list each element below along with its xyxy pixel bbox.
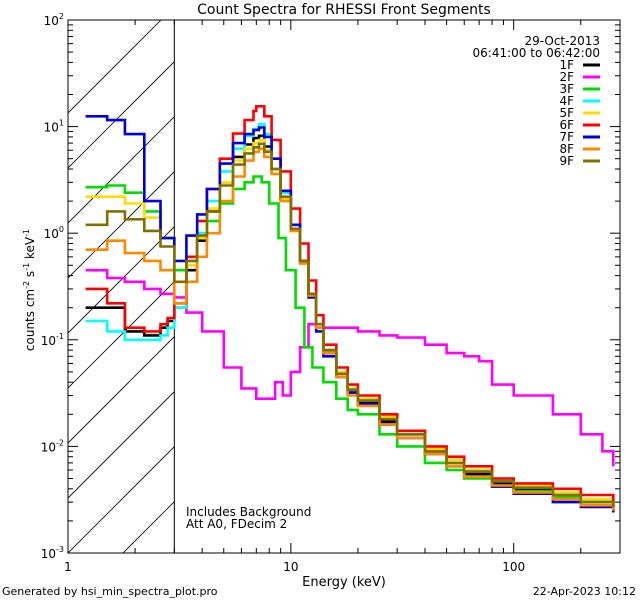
series-layer [85, 105, 615, 513]
x-tick-label: 10 [283, 560, 298, 574]
legend-label-3F: 3F [559, 82, 574, 96]
y-tick-label: 10-1 [41, 332, 64, 348]
hatch-line [68, 20, 162, 114]
y-axis-label: counts cm-2 s-1 keV-1 [22, 229, 37, 351]
y-axis-label-exp1: -2 [22, 281, 31, 289]
plot-frame [67, 19, 621, 554]
legend-label-2F: 2F [559, 70, 574, 84]
y-axis-label-base: counts cm [23, 289, 37, 351]
annotation-line-2: Att A0, FDecim 2 [186, 517, 287, 531]
series-line-8F [85, 147, 615, 511]
y-tick-label: 101 [44, 119, 64, 135]
legend-label-9F: 9F [559, 154, 574, 168]
y-axis-label-exp3: -1 [22, 229, 31, 237]
y-axis-label-kev: keV [23, 236, 37, 263]
y-tick-label: 10-2 [41, 438, 64, 454]
x-axis-label: Energy (keV) [302, 575, 386, 590]
x-tick-label: 1 [64, 560, 72, 574]
series-line-9F [85, 142, 615, 507]
legend-label-5F: 5F [559, 106, 574, 120]
legend-label-1F: 1F [559, 58, 574, 72]
footer-timestamp: 22-Apr-2023 10:12 [533, 585, 636, 598]
legend-label-4F: 4F [559, 94, 574, 108]
series-line-2F [85, 268, 615, 467]
legend-label-8F: 8F [559, 142, 574, 156]
y-tick-label: 10-3 [41, 545, 64, 561]
footer-generated-by: Generated by hsi_min_spectra_plot.pro [2, 585, 218, 598]
chart-title: Count Spectra for RHESSI Front Segments [197, 2, 491, 18]
hatched-low-energy-region [68, 20, 175, 553]
date-label: 29-Oct-2013 [524, 34, 600, 48]
y-axis-label-exp2: -1 [22, 263, 31, 271]
series-line-6F [85, 105, 615, 503]
y-tick-label: 102 [44, 12, 64, 28]
x-axis-ticks: 1 10 100 [64, 20, 621, 574]
hatch-line [68, 391, 175, 499]
hatch-line [68, 171, 175, 279]
y-tick-label: 100 [44, 225, 64, 241]
time-range-label: 06:41:00 to 06:42:00 [473, 46, 600, 60]
legend-label-7F: 7F [559, 130, 574, 144]
y-axis-label-s: s [23, 271, 37, 281]
x-tick-label: 100 [502, 560, 525, 574]
y-axis-ticks: 10-3 10-2 10-1 100 101 102 [41, 12, 620, 561]
annotation-line-1: Includes Background [186, 505, 311, 519]
legend-label-6F: 6F [559, 118, 574, 132]
hatch-line [68, 226, 175, 334]
hatch-line [68, 446, 175, 553]
